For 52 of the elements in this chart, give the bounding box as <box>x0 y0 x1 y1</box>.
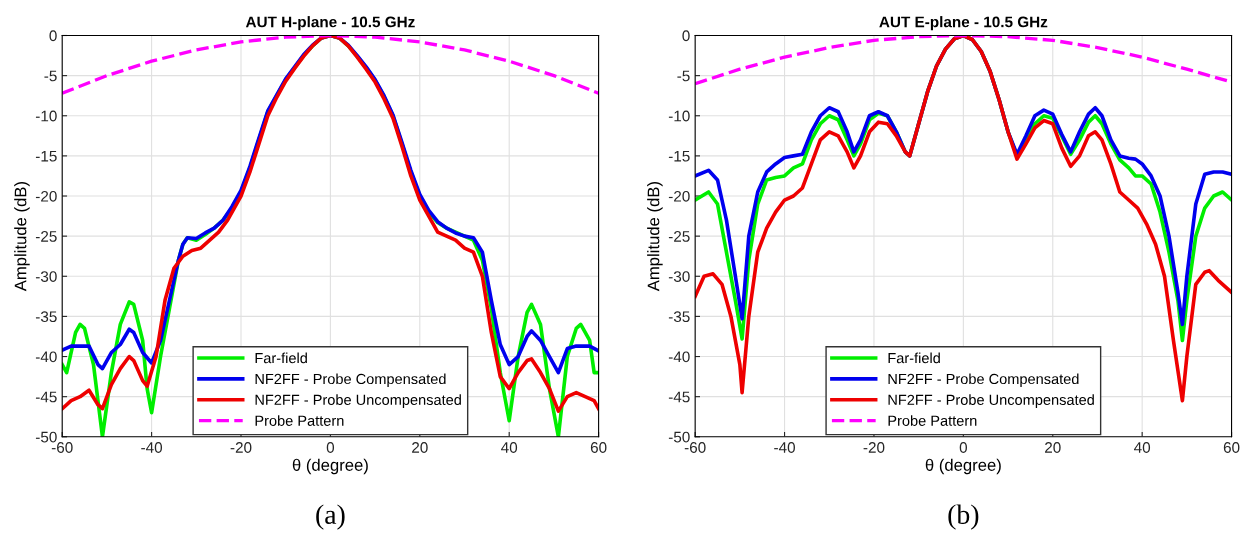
legend-label: Probe Pattern <box>888 415 977 426</box>
y-tick-label: 0 <box>682 30 690 42</box>
y-tick-label: -25 <box>35 231 57 242</box>
legend-label: Far-field <box>255 352 307 364</box>
y-tick-label: -30 <box>668 271 690 282</box>
y-tick-label: -10 <box>668 110 690 122</box>
x-tick-label: -40 <box>774 442 795 453</box>
y-tick-label: -30 <box>35 271 57 282</box>
legend-label: NF2FF - Probe Compensated <box>255 373 446 388</box>
x-tick-label: 0 <box>959 442 968 453</box>
x-tick-label: -60 <box>684 442 706 453</box>
y-tick-label: -25 <box>668 231 690 242</box>
y-tick-label: -35 <box>35 311 57 323</box>
legend-label: Probe Pattern <box>255 415 344 426</box>
legend-label: NF2FF - Probe Compensated <box>888 373 1079 388</box>
x-axis-title: θ (degree) <box>292 458 368 475</box>
y-tick-label: -20 <box>668 190 690 202</box>
legend-label: NF2FF - Probe Uncompensated <box>888 394 1094 408</box>
y-tick-label: -45 <box>35 391 57 403</box>
x-axis-title: θ (degree) <box>925 458 1001 475</box>
legend-label: NF2FF - Probe Uncompensated <box>255 394 461 408</box>
y-tick-label: 0 <box>49 30 57 42</box>
y-tick-label: -40 <box>35 351 57 363</box>
legend-label: Far-field <box>888 352 940 364</box>
x-tick-label: 60 <box>590 442 607 453</box>
y-tick-label: -50 <box>668 431 690 443</box>
y-tick-label: -40 <box>668 351 690 363</box>
y-axis-title: Amplitude (dB) <box>647 182 663 292</box>
y-tick-label: -35 <box>668 311 690 323</box>
y-tick-label: -5 <box>677 70 690 82</box>
y-tick-label: -15 <box>35 150 57 162</box>
y-tick-label: -15 <box>668 150 690 162</box>
x-tick-label: 40 <box>1134 442 1151 453</box>
y-tick-label: -10 <box>35 110 57 122</box>
y-axis-title: Amplitude (dB) <box>14 182 30 292</box>
y-tick-label: -20 <box>35 190 57 202</box>
x-tick-label: 20 <box>1045 442 1061 453</box>
y-tick-label: -50 <box>35 431 57 443</box>
x-tick-label: 40 <box>501 442 518 453</box>
x-tick-label: 0 <box>326 442 335 453</box>
x-tick-label: -60 <box>51 442 73 453</box>
x-tick-label: -20 <box>863 442 885 453</box>
text: (a) <box>316 504 345 530</box>
text: (b) <box>948 504 979 530</box>
x-tick-label: 60 <box>1223 442 1240 453</box>
chart-title: AUT H-plane - 10.5 GHz <box>245 16 415 31</box>
x-tick-label: -20 <box>230 442 252 453</box>
y-tick-label: -45 <box>668 391 690 403</box>
chart-title: AUT E-plane - 10.5 GHz <box>879 16 1048 31</box>
x-tick-label: 20 <box>412 442 428 453</box>
y-tick-label: -5 <box>44 70 57 82</box>
x-tick-label: -40 <box>141 442 163 453</box>
